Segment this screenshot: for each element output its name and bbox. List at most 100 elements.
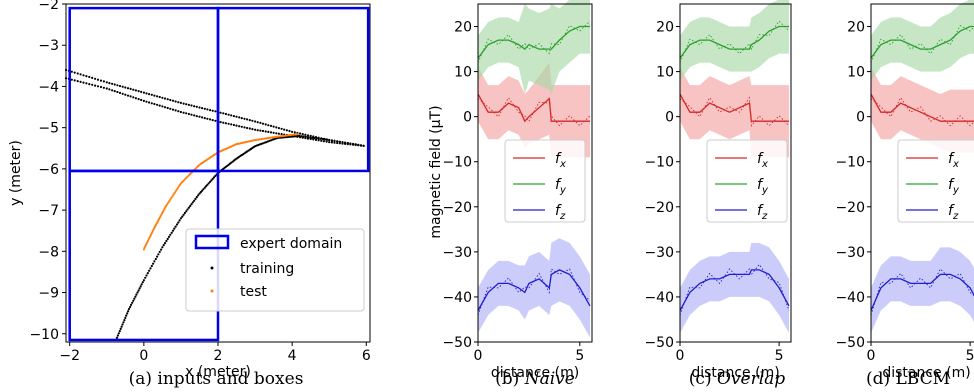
mean-line: [871, 25, 974, 59]
data-point: [124, 86, 127, 89]
data-point: [302, 135, 305, 138]
data-point: [117, 332, 120, 335]
data-point: [185, 112, 188, 115]
data-point: [102, 80, 105, 83]
data-point: [125, 314, 128, 317]
data-point: [121, 85, 124, 88]
data-point: [261, 122, 265, 125]
data-point: [349, 142, 352, 145]
data-point: [284, 134, 287, 137]
y-tick-label: −5: [38, 121, 59, 137]
data-point: [222, 121, 225, 124]
data-point: [127, 310, 130, 313]
data-point: [174, 225, 177, 228]
data-point: [165, 239, 168, 243]
x-tick-label: 0: [474, 348, 483, 364]
y-tick-label: −2: [38, 0, 59, 13]
legend: fx fy fz: [504, 139, 586, 223]
plot-frame: [679, 3, 792, 343]
data-point: [150, 264, 153, 268]
data-point: [116, 84, 119, 87]
data-point: [248, 127, 251, 130]
legend-label: fx: [555, 151, 566, 170]
panel-a: −2 0 2 4 6 −10 −9 −8 −7 −6 −5 −4 −3 −2 x (meter) y (met…: [8, 0, 371, 389]
data-point: [182, 213, 185, 216]
data-point: [135, 293, 138, 296]
data-point: [137, 90, 140, 93]
data-point: [146, 240, 149, 243]
data-point: [85, 75, 88, 78]
data-point: [177, 185, 180, 188]
y-tick-label: 0: [856, 110, 865, 126]
data-point: [251, 128, 254, 131]
data-point: [111, 82, 114, 85]
plot-frame: [477, 3, 593, 343]
data-point: [264, 123, 267, 126]
data-point: [123, 319, 126, 322]
plot-area: [871, 0, 974, 333]
legend-label: fy: [555, 177, 567, 196]
data-point: [132, 299, 135, 302]
data-point: [272, 131, 275, 134]
y-tick-label: −40: [442, 290, 472, 306]
data-point: [315, 137, 318, 140]
legend-label: fz: [555, 203, 566, 222]
data-point: [138, 287, 141, 290]
data-point: [254, 120, 257, 123]
data-point: [182, 111, 185, 114]
data-point: [203, 117, 206, 120]
x-tick-label: 0: [676, 348, 685, 364]
data-point: [105, 87, 108, 90]
data-point: [79, 73, 82, 76]
y-tick-label: −7: [38, 203, 59, 219]
data-point: [272, 125, 275, 128]
data-point: [122, 321, 125, 324]
data-point: [152, 262, 155, 265]
legend: fx fy fz: [706, 139, 788, 223]
data-point: [148, 269, 151, 272]
data-point: [232, 123, 235, 127]
legend-label: fz: [757, 203, 768, 222]
series-f-y: [871, 0, 974, 81]
observed-line: [679, 96, 790, 127]
y-axis-label: magnetic field (μT): [428, 105, 444, 238]
data-point: [108, 82, 111, 85]
data-point: [202, 188, 205, 191]
data-point: [179, 110, 182, 114]
plot-area: [477, 0, 591, 338]
y-tick-label: −4: [38, 79, 59, 95]
series-f-z: [871, 247, 974, 333]
data-point: [338, 140, 341, 143]
data-point: [203, 186, 206, 189]
y-tick-label: −10: [442, 155, 472, 171]
x-axis-label: distance (m): [491, 365, 579, 381]
data-point: [115, 336, 119, 339]
y-tick-label: −50: [442, 335, 472, 351]
data-point: [137, 289, 140, 292]
data-point: [91, 76, 94, 79]
data-point: [266, 137, 269, 140]
data-point: [287, 134, 290, 137]
data-point: [127, 307, 131, 311]
data-point: [129, 95, 132, 98]
data-point: [70, 78, 73, 81]
data-point: [189, 204, 192, 208]
data-point: [240, 125, 243, 128]
y-tick-label: −10: [29, 327, 59, 343]
data-point: [73, 79, 76, 82]
observed-line: [477, 20, 591, 63]
data-point: [328, 141, 331, 144]
observed-line: [871, 268, 974, 316]
y-tick-label: 10: [454, 65, 472, 81]
data-point: [169, 98, 172, 102]
data-point: [299, 132, 302, 135]
series-f-x: [477, 62, 591, 158]
data-point: [157, 253, 160, 256]
data-point: [264, 130, 267, 133]
data-point: [161, 96, 164, 99]
data-point: [105, 81, 108, 84]
data-point: [293, 131, 296, 134]
y-tick-label: 10: [847, 65, 865, 81]
data-point: [153, 102, 156, 106]
